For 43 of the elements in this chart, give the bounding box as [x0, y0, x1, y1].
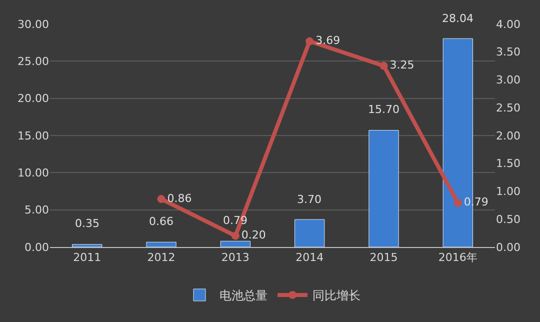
data-label: 0.35 — [75, 217, 100, 230]
y2-tick-label: 4.00 — [496, 18, 520, 31]
y2-tick-label: 0.00 — [496, 240, 520, 254]
data-label: 3.70 — [297, 193, 322, 206]
y-tick-label: 25.00 — [18, 55, 49, 68]
y2-tick-label: 2.50 — [496, 101, 520, 114]
legend-label: 电池总量 — [220, 288, 268, 303]
y2-tick-label: 1.00 — [496, 185, 520, 198]
data-label: 3.25 — [390, 58, 414, 72]
y2-tick-label: 1.50 — [496, 157, 520, 170]
data-label: 0.66 — [149, 215, 174, 228]
y-tick-label: 0.00 — [24, 240, 49, 254]
point — [157, 195, 166, 204]
point — [380, 62, 388, 70]
bar — [72, 244, 102, 247]
y-tick-label: 10.00 — [18, 166, 49, 180]
point — [454, 198, 462, 207]
bar — [146, 242, 176, 247]
legend-label: 同比增长 — [312, 288, 360, 303]
x-tick-label: 2012 — [147, 251, 176, 264]
y-tick-label: 15.00 — [18, 129, 49, 142]
x-tick-label: 2016年 — [438, 251, 478, 264]
bar — [368, 130, 399, 247]
data-label: 0.86 — [167, 192, 192, 205]
x-tick-label: 2013 — [221, 251, 250, 264]
data-label: 0.20 — [241, 228, 266, 242]
x-tick-label: 2015 — [370, 251, 398, 264]
y-tick-label: 30.00 — [18, 18, 49, 31]
point — [306, 37, 314, 46]
data-label: 28.04 — [442, 12, 474, 25]
x-tick-label: 2014 — [296, 251, 324, 264]
y2-tick-label: 3.50 — [496, 46, 520, 59]
data-label: 3.69 — [316, 34, 340, 48]
bar — [220, 240, 250, 247]
data-label: 15.70 — [368, 103, 400, 116]
y2-tick-label: 0.50 — [496, 212, 520, 226]
y2-tick-label: 3.00 — [496, 74, 520, 87]
bar — [294, 219, 325, 247]
y-tick-label: 20.00 — [18, 92, 49, 106]
x-tick-label: 2011 — [73, 251, 102, 264]
y-tick-label: 5.00 — [24, 204, 49, 217]
y2-tick-label: 2.00 — [496, 129, 520, 142]
point — [231, 232, 240, 240]
